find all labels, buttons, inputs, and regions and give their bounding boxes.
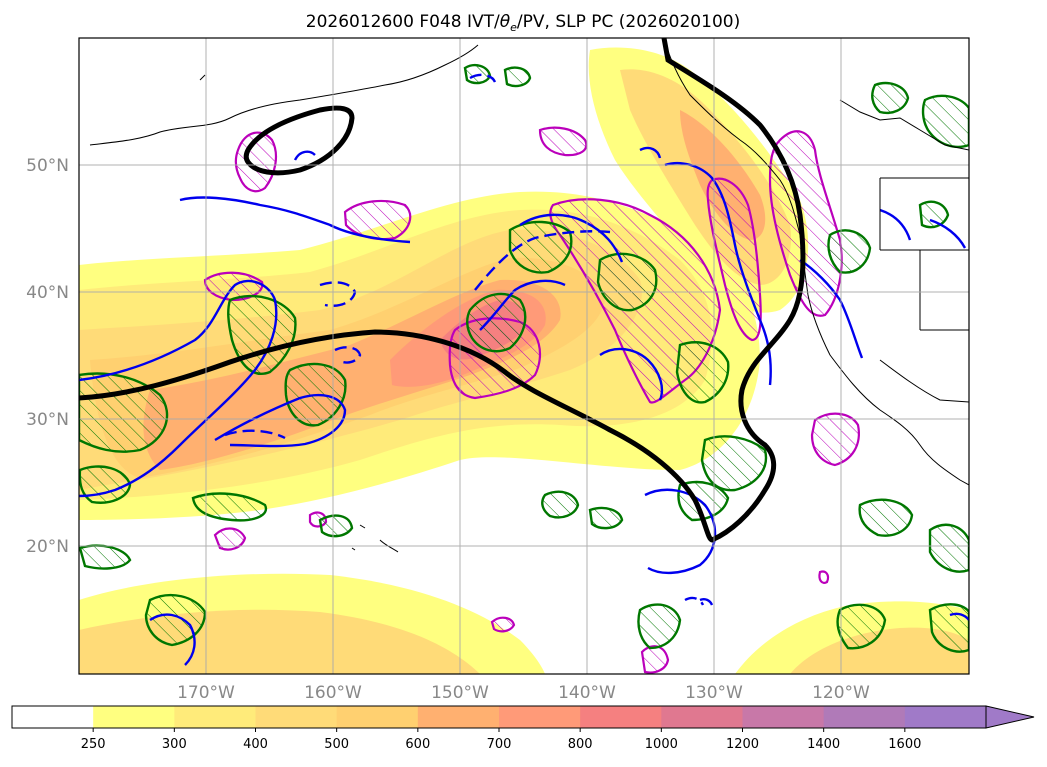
colorbar-swatch [742,706,825,728]
colorbar-level-label: 250 [81,737,106,752]
colorbar-level-label: 1000 [645,737,678,752]
colorbar-swatch [12,706,94,728]
colorbar-level-label: 300 [162,737,187,752]
colorbar-level-label: 1400 [807,737,840,752]
longitude-labels: 170°W 160°W 150°W 140°W 130°W 120°W [177,683,870,703]
colorbar-level-label: 700 [487,737,512,752]
lat-label: 20°N [26,537,69,557]
colorbar-labels: 250 300 400 500 600 700 800 1000 1200 1400 1600 [81,728,921,752]
lat-label: 30°N [26,410,69,430]
lon-label: 130°W [685,683,743,703]
lon-label: 150°W [431,683,489,703]
colorbar: 250 300 400 500 600 700 800 1000 1200 1400 1600 [11,705,1035,752]
lon-label: 170°W [177,683,235,703]
colorbar-swatch [661,706,743,728]
map-title: 2026012600 F048 IVT/θe/PV, SLP PC (20260… [306,12,740,34]
colorbar-extend-arrow [985,705,1035,729]
map-panel [79,38,969,674]
colorbar-swatch [255,706,338,728]
colorbar-swatch [174,706,256,728]
colorbar-level-label: 600 [405,737,430,752]
colorbar-level-label: 800 [568,737,593,752]
colorbar-swatch [823,706,906,728]
colorbar-level-label: 1600 [888,737,921,752]
latitude-labels: 50°N 40°N 30°N 20°N [26,156,69,557]
colorbar-level-label: 500 [324,737,349,752]
colorbar-swatch [336,706,419,728]
colorbar-swatch [499,706,581,728]
graticule [79,38,969,674]
colorbar-swatch [417,706,500,728]
colorbar-swatch [904,706,987,728]
colorbar-level-label: 400 [243,737,268,752]
lat-label: 40°N [26,283,69,303]
colorbar-swatch [580,706,662,728]
lon-label: 140°W [558,683,616,703]
lon-label: 160°W [304,683,362,703]
colorbar-swatches [12,706,987,728]
colorbar-level-label: 1200 [726,737,759,752]
pv-contours [79,64,969,653]
theta-e-contours [79,146,969,666]
lon-label: 120°W [812,683,870,703]
lat-label: 50°N [26,156,69,176]
map-frame [78,37,970,675]
colorbar-swatch [93,706,175,728]
slp-contours [79,38,806,543]
